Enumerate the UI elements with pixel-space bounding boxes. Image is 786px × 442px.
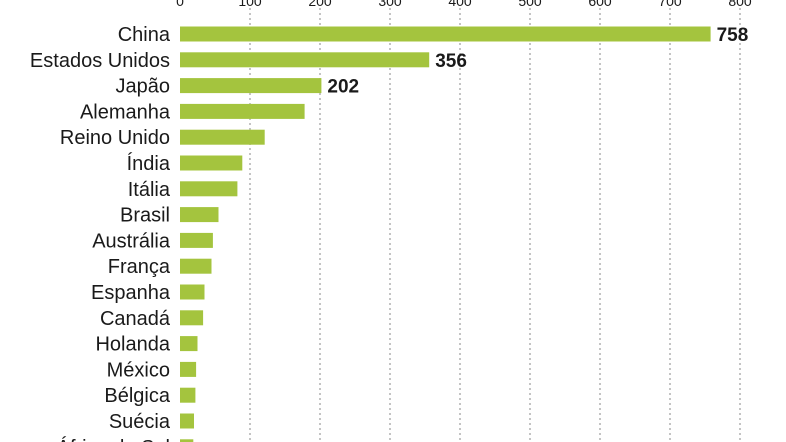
gridlines [249,8,741,442]
category-label: Índia [127,152,171,175]
category-label: Estados Unidos [30,50,170,72]
bar [180,181,238,197]
x-tick-label: 700 [658,0,682,9]
bar [180,439,194,442]
category-label: México [107,359,170,381]
data-label: 202 [327,77,359,98]
bar [180,361,197,377]
bar [180,258,212,274]
x-tick-label: 300 [378,0,402,9]
bar [180,387,196,403]
category-label: Alemanha [80,101,171,123]
bars [180,26,711,442]
bar [180,103,305,119]
category-label: Austrália [92,230,171,252]
category-label: Suécia [109,411,171,433]
bar [180,232,213,248]
category-label: França [108,256,171,278]
data-label: 356 [435,51,467,72]
x-tick-label: 0 [176,0,184,9]
bar [180,207,219,223]
category-label: Espanha [91,282,171,304]
bar [180,78,322,94]
bar [180,26,711,42]
category-label: China [118,24,171,46]
bar [180,52,430,68]
bar [180,129,265,145]
data-label: 758 [717,25,749,46]
bar [180,155,243,171]
bar [180,413,194,429]
x-tick-label: 500 [518,0,542,9]
category-label: Holanda [95,334,170,356]
x-tick-label: 400 [448,0,472,9]
category-labels: China Estados Unidos Japão Alemanha Reino Un… [30,24,171,442]
value-labels: 758 356 202 [327,25,748,98]
x-tick-label: 200 [308,0,332,9]
x-tick-label: 600 [588,0,612,9]
x-tick-label: 100 [238,0,262,9]
category-label: África do Sul [57,436,170,442]
category-label: Canadá [100,308,171,330]
category-label: Brasil [120,205,170,227]
bar [180,336,198,352]
category-label: Reino Unido [60,127,170,149]
x-tick-label: 800 [728,0,752,9]
bar [180,310,204,326]
category-label: Japão [116,76,171,98]
category-label: Bélgica [104,385,170,407]
category-label: Itália [128,179,171,201]
x-axis-ticks: 0 100 200 300 400 500 600 700 800 [176,0,752,9]
bar [180,284,205,300]
